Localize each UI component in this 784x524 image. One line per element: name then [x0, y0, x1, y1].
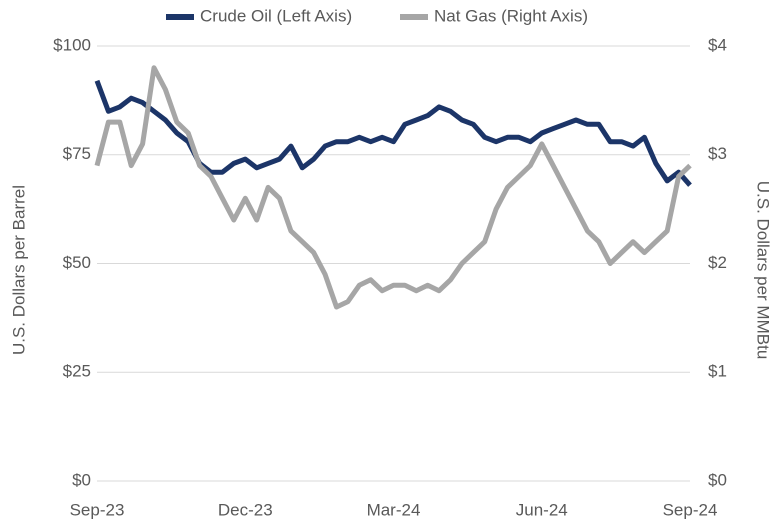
x-tick-label: Mar-24: [367, 500, 421, 519]
series-line: [94, 65, 692, 310]
y2-tick-label: $0: [708, 470, 727, 489]
y2-tick-label: $3: [708, 144, 727, 163]
y-axis-title: U.S. Dollars per Barrel: [9, 185, 28, 355]
y-tick-label: $100: [53, 35, 91, 54]
x-tick-label: Jun-24: [516, 500, 568, 519]
y2-axis-title: U.S. Dollars per MMBtu: [754, 181, 773, 360]
legend-label: Crude Oil (Left Axis): [200, 6, 352, 25]
y-tick-label: $75: [63, 144, 91, 163]
y-tick-label: $50: [63, 253, 91, 272]
x-tick-label: Dec-23: [218, 500, 273, 519]
legend-label: Nat Gas (Right Axis): [434, 6, 588, 25]
y2-tick-label: $1: [708, 362, 727, 381]
x-tick-label: Sep-24: [663, 500, 718, 519]
y-tick-label: $25: [63, 362, 91, 381]
y2-tick-label: $2: [708, 253, 727, 272]
y-tick-label: $0: [72, 470, 91, 489]
y2-tick-label: $4: [708, 35, 727, 54]
x-tick-label: Sep-23: [70, 500, 125, 519]
